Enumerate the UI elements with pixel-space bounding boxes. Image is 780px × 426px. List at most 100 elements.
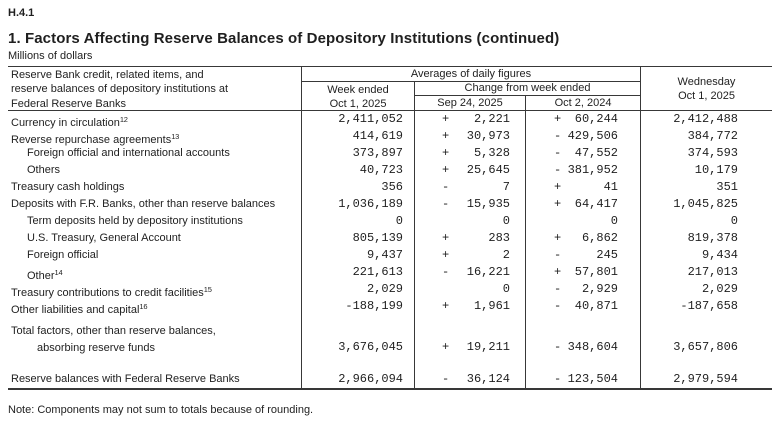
cell-wednesday: 819,378 (640, 230, 772, 247)
footnote-ref: 16 (139, 302, 148, 311)
wednesday-value: 351 (716, 180, 738, 194)
change-sign: - (554, 299, 562, 313)
row-label-text: Currency in circulation12 (11, 115, 128, 129)
row-label-text: Total factors, other than reserve balanc… (11, 325, 216, 337)
table-row: Reserve balances with Federal Reserve Ba… (8, 371, 772, 388)
row-label: Treasury contributions to credit facilit… (8, 281, 301, 299)
row-label: Reserve balances with Federal Reserve Ba… (8, 371, 301, 388)
cell-change-prev-year (525, 357, 640, 371)
week-ended-line-1: Week ended (327, 84, 389, 96)
week-ended-value: 1,036,189 (338, 197, 403, 211)
cell-change-prev-week: 0 (414, 281, 525, 298)
row-label: U.S. Treasury, General Account (8, 230, 301, 247)
cell-wednesday (640, 315, 772, 323)
cell-wednesday: 2,979,594 (640, 371, 772, 388)
row-label-text: Foreign official (27, 249, 99, 261)
wednesday-value: 374,593 (687, 146, 738, 160)
cell-week-ended: 9,437 (301, 247, 414, 264)
averages-column-group: Averages of daily figures Week ended Oct… (301, 67, 640, 111)
cell-change-prev-week: +25,645 (414, 162, 525, 179)
table-row: Other14 221,613 - 16,221 +57,801 217,013 (8, 264, 772, 282)
week-ended-value: 9,437 (366, 248, 403, 262)
wednesday-value: 9,434 (701, 248, 738, 262)
row-label-text: Other14 (27, 268, 63, 282)
change-prev-year-value: 57,801 (574, 265, 618, 279)
change-prev-week-value: 15,935 (466, 197, 510, 211)
change-prev-year-value: 6,862 (581, 231, 618, 245)
table-header: Reserve Bank credit, related items, and … (8, 67, 772, 111)
change-sign: - (554, 372, 562, 386)
cell-change-prev-week: +1,961 (414, 298, 525, 315)
table-row: Treasury contributions to credit facilit… (8, 281, 772, 299)
footnote-ref: 15 (203, 285, 212, 294)
row-label-text: Treasury cash holdings (11, 181, 125, 193)
change-sign: - (554, 129, 562, 143)
wednesday-value: 2,029 (701, 282, 738, 296)
cell-change-prev-year (525, 315, 640, 323)
change-sign: - (442, 197, 450, 211)
row-label: Other liabilities and capital16 (8, 298, 301, 316)
stub-header-line-3: Federal Reserve Banks (11, 97, 126, 110)
table-body: Currency in circulation12 2,411,052 +2,221… (8, 111, 772, 390)
table-row: Currency in circulation12 2,411,052 +2,221… (8, 111, 772, 129)
cell-change-prev-year: - 2,929 (525, 281, 640, 298)
change-sign: - (442, 372, 450, 386)
table-row: Total factors, other than reserve balanc… (8, 323, 772, 357)
row-label-text: Reverse repurchase agreements13 (11, 132, 180, 146)
row-label-text: Treasury contributions to credit facilit… (11, 285, 212, 299)
report-code: H.4.1 (8, 7, 35, 19)
change-subheaders: Sep 24, 2025 Oct 2, 2024 (415, 96, 640, 111)
cell-change-prev-week (414, 315, 525, 323)
cell-wednesday (640, 357, 772, 371)
row-label-text: Other liabilities and capital16 (11, 302, 148, 316)
row-label: Others (8, 162, 301, 179)
cell-week-ended (301, 357, 414, 371)
change-prev-week-value: 1,961 (473, 299, 510, 313)
change-sign: + (442, 163, 450, 177)
wednesday-value: 217,013 (687, 265, 738, 279)
row-label-text: Reserve balances with Federal Reserve Ba… (11, 373, 240, 385)
change-prev-week-value: 36,124 (466, 372, 510, 386)
change-sign: + (554, 265, 562, 279)
change-sign: + (554, 112, 562, 126)
wednesday-value: 819,378 (687, 231, 738, 245)
cell-change-prev-year: -47,552 (525, 145, 640, 162)
row-label: Foreign official and international accou… (8, 145, 301, 162)
change-sign: - (554, 340, 562, 354)
row-label: Foreign official (8, 247, 301, 264)
row-label: Currency in circulation12 (8, 111, 301, 129)
change-prev-year-value: 47,552 (574, 146, 618, 160)
table-row: Foreign official 9,437 +2 - 245 9,434 (8, 247, 772, 264)
wednesday-value: 1,045,825 (673, 197, 738, 211)
change-sign: + (442, 248, 450, 262)
cell-change-prev-year: +41 (525, 179, 640, 196)
h41-release-page: H.4.1 1. Factors Affecting Reserve Balan… (8, 7, 772, 416)
cell-change-prev-week: +30,973 (414, 128, 525, 145)
week-ended-value: 356 (381, 180, 403, 194)
row-label: Other14 (8, 264, 301, 282)
change-sign: + (442, 129, 450, 143)
change-sign: + (442, 231, 450, 245)
change-prev-week-value: 5,328 (473, 146, 510, 160)
row-label: Total factors, other than reserve balanc… (8, 323, 301, 357)
cell-week-ended: 1,036,189 (301, 196, 414, 213)
cell-wednesday: 10,179 (640, 162, 772, 179)
change-sign: + (442, 146, 450, 160)
cell-wednesday: 3,657,806 (640, 323, 772, 357)
cell-week-ended: 356 (301, 179, 414, 196)
week-ended-value: 414,619 (352, 129, 403, 143)
col-group-change-label: Change from week ended (415, 82, 640, 96)
week-ended-value: 373,897 (352, 146, 403, 160)
table-row: Treasury cash holdings 356-7 +41 351 (8, 179, 772, 196)
cell-change-prev-week: - 36,124 (414, 371, 525, 388)
cell-week-ended: 2,411,052 (301, 111, 414, 128)
footnote-ref: 14 (54, 268, 63, 277)
stub-header-line-2: reserve balances of depository instituti… (11, 83, 229, 96)
cell-change-prev-year: +57,801 (525, 264, 640, 281)
change-prev-week-value: 0 (502, 282, 510, 296)
rounding-note: Note: Components may not sum to totals b… (8, 404, 314, 416)
change-sign: + (554, 197, 562, 211)
change-prev-year-value: 64,417 (574, 197, 618, 211)
change-prev-year-value: 2,929 (581, 282, 618, 296)
change-sign: - (442, 180, 450, 194)
